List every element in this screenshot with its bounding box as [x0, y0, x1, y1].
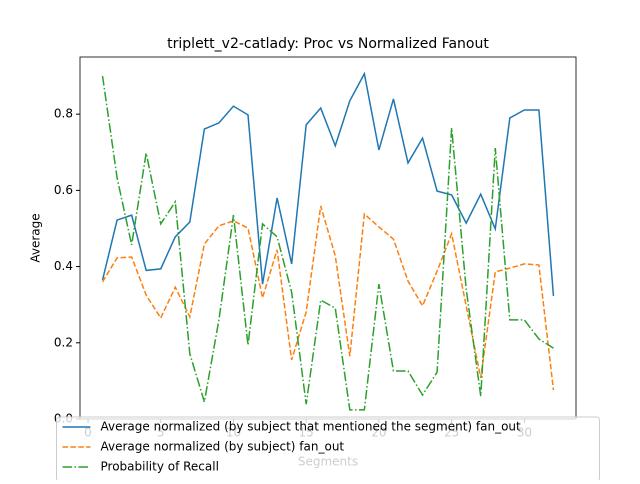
y-tick-label: 0.8 [54, 107, 73, 121]
y-tick-label: 0.6 [54, 183, 73, 197]
legend-label: Average normalized (by subject that ment… [101, 420, 522, 434]
y-axis-label: Average [29, 213, 43, 262]
series-line [101, 205, 555, 391]
legend-label: Average normalized (by subject) fan_out [101, 440, 345, 454]
y-tick-label: 0.2 [54, 335, 73, 349]
y-tick-label: 0.4 [54, 259, 73, 273]
plot-frame [79, 56, 577, 420]
series-line [101, 75, 554, 411]
chart-title: triplett_v2-catlady: Proc vs Normalized … [167, 36, 489, 52]
legend-label: Probability of Recall [101, 460, 219, 474]
series-line [101, 71, 555, 296]
